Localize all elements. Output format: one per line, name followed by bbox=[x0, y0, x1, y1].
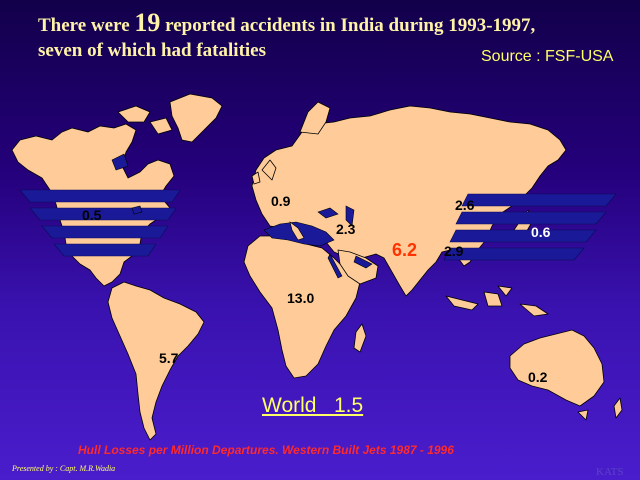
band-6 bbox=[455, 211, 607, 225]
caspian-sea bbox=[345, 205, 355, 227]
region-value-china: 2.6 bbox=[455, 197, 475, 213]
black-sea bbox=[317, 207, 339, 219]
world-average: World 1.5 bbox=[262, 394, 363, 418]
headline-line1-post: reported accidents in India during 1993-… bbox=[160, 15, 536, 36]
slide-headline: There were 19 reported accidents in Indi… bbox=[38, 10, 618, 63]
canada-islands bbox=[117, 105, 173, 135]
band-8 bbox=[443, 247, 585, 261]
band-4 bbox=[53, 243, 157, 257]
band-1 bbox=[19, 189, 181, 203]
headline-line2: seven of which had fatalities bbox=[38, 40, 266, 61]
chart-caption: Hull Losses per Million Departures. West… bbox=[78, 443, 454, 457]
band-5 bbox=[461, 193, 617, 207]
scandinavia bbox=[299, 101, 331, 135]
great-lakes bbox=[131, 205, 143, 215]
uk-ireland bbox=[251, 159, 277, 185]
italy bbox=[289, 221, 305, 241]
band-2 bbox=[29, 207, 177, 221]
new-zealand bbox=[613, 397, 623, 419]
red-sea bbox=[327, 253, 343, 279]
region-value-europe: 0.9 bbox=[271, 193, 291, 209]
region-value-north-america: 0.5 bbox=[82, 207, 102, 223]
source-label: Source : FSF-USA bbox=[481, 48, 614, 65]
hudson-bay bbox=[111, 153, 129, 171]
tasmania bbox=[577, 409, 589, 421]
world-label: World bbox=[262, 394, 317, 417]
region-value-india: 6.2 bbox=[392, 240, 418, 260]
arabian-peninsula bbox=[337, 249, 379, 285]
accident-count: 19 bbox=[134, 8, 161, 37]
region-value-africa: 13.0 bbox=[287, 290, 315, 306]
indonesia bbox=[445, 285, 513, 311]
watermark: KATS bbox=[596, 466, 624, 478]
band-3 bbox=[41, 225, 169, 239]
new-guinea bbox=[519, 303, 549, 317]
region-value-southeast-asia: 2.9 bbox=[444, 243, 464, 259]
persian-gulf bbox=[353, 255, 373, 269]
region-value-australia: 0.2 bbox=[528, 369, 548, 385]
greenland bbox=[169, 93, 223, 143]
headline-line1-pre: There were bbox=[38, 15, 135, 36]
band-7 bbox=[449, 229, 597, 243]
world-value: 1.5 bbox=[333, 394, 364, 417]
region-value-south-america: 5.7 bbox=[159, 350, 179, 366]
region-value-middle-east: 2.3 bbox=[336, 221, 356, 237]
presenter-credit: Presented by : Capt. M.R.Wadia bbox=[12, 464, 116, 473]
north-america-landmass bbox=[11, 123, 175, 287]
madagascar bbox=[353, 323, 367, 353]
south-america-landmass bbox=[107, 281, 205, 441]
australia-landmass bbox=[509, 329, 605, 407]
region-value-japan: 0.6 bbox=[531, 224, 551, 240]
